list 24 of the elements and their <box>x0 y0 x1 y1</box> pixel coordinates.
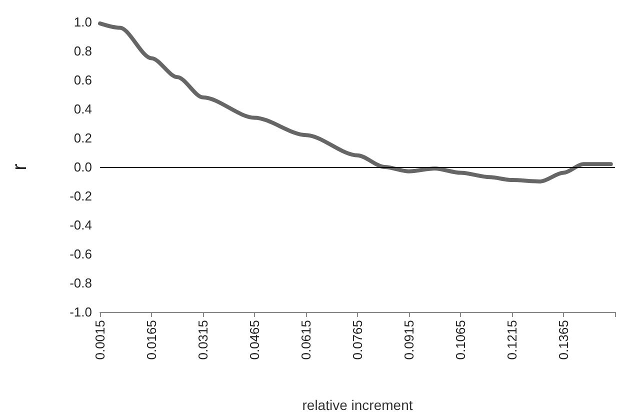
x-tick-label: 0.0165 <box>144 320 159 360</box>
x-tick-label: 0.0465 <box>247 320 262 360</box>
x-tick-label: 0.1065 <box>453 320 468 360</box>
y-tick-label: 0.4 <box>74 102 92 116</box>
x-tick-label: 0.1365 <box>556 320 571 360</box>
y-tick-label: -0.6 <box>70 246 92 262</box>
x-tick-label: 0.1215 <box>504 320 520 360</box>
x-tick-label: 0.0315 <box>196 320 210 360</box>
line-series <box>98 21 613 184</box>
y-axis-title: r <box>9 163 31 170</box>
y-tick-label: -0.2 <box>70 188 92 204</box>
y-tick-label: -0.8 <box>70 276 92 290</box>
y-tick-label: 0.2 <box>74 130 92 146</box>
y-tick-label: 0.6 <box>74 72 92 88</box>
x-tick-label: 0.0915 <box>402 320 416 360</box>
y-tick-label: 1.0 <box>74 14 92 30</box>
y-tick-label: 0.8 <box>74 44 92 58</box>
y-tick-label: -0.4 <box>70 218 92 232</box>
y-tick-label: 0.0 <box>74 160 92 174</box>
x-tick-label: 0.0615 <box>298 320 314 360</box>
y-tick-label: -1.0 <box>70 304 92 320</box>
x-tick-label: 0.0015 <box>92 320 108 360</box>
x-tick-label: 0.0765 <box>350 320 365 360</box>
x-axis-title: relative increment <box>302 397 413 413</box>
